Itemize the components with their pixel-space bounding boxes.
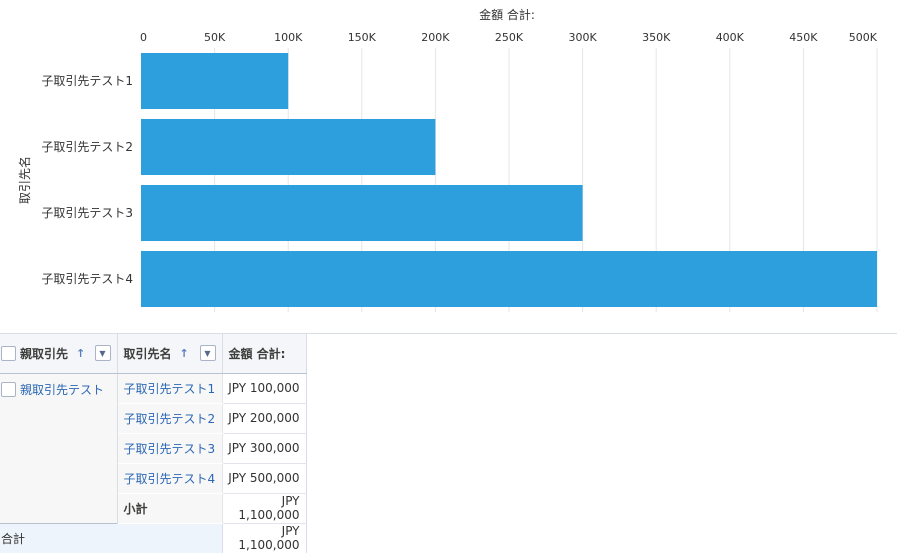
y-tick-label: 子取引先テスト1 bbox=[41, 74, 133, 88]
column-header-amount[interactable]: 金額 合計: bbox=[222, 334, 307, 374]
sort-ascending-icon[interactable]: ↑ bbox=[76, 346, 86, 360]
account-name-link[interactable]: 子取引先テスト3 bbox=[123, 441, 216, 456]
total-row: 合計 JPY 1,100,000 bbox=[0, 522, 307, 553]
column-header-amount-label: 金額 合計: bbox=[228, 346, 286, 361]
bar[interactable] bbox=[141, 119, 436, 175]
bar[interactable] bbox=[141, 251, 877, 307]
column-header-name-label: 取引先名 bbox=[123, 346, 172, 361]
chart-table-divider bbox=[0, 333, 897, 334]
x-tick-label: 250K bbox=[495, 31, 524, 44]
x-tick-label: 350K bbox=[642, 31, 671, 44]
x-tick-label: 200K bbox=[421, 31, 450, 44]
sort-ascending-icon[interactable]: ↑ bbox=[179, 346, 189, 360]
column-header-parent-label: 親取引先 bbox=[20, 346, 69, 361]
y-tick-label: 子取引先テスト3 bbox=[41, 206, 133, 220]
table-row: 子取引先テスト3 JPY 300,000 bbox=[0, 433, 307, 464]
account-name-link[interactable]: 子取引先テスト1 bbox=[123, 381, 216, 396]
amount-cell: JPY 200,000 bbox=[222, 403, 307, 434]
subtotal-amount-cell: JPY 1,100,000 bbox=[222, 493, 307, 524]
total-amount-cell: JPY 1,100,000 bbox=[221, 522, 307, 553]
x-tick-label: 0 bbox=[140, 31, 147, 44]
amount-cell: JPY 100,000 bbox=[222, 373, 307, 404]
x-axis-title: 金額 合計: bbox=[479, 7, 535, 22]
report-table: 親取引先 ↑ ▼ 取引先名 ↑ ▼ 金額 合計: bbox=[0, 334, 307, 553]
x-tick-label: 400K bbox=[716, 31, 745, 44]
x-tick-label: 100K bbox=[274, 31, 303, 44]
table-row: 親取引先テスト 子取引先テスト1 JPY 100,000 bbox=[0, 373, 307, 523]
account-name-cell: 子取引先テスト4 bbox=[117, 463, 223, 494]
account-name-cell: 子取引先テスト1 bbox=[117, 373, 223, 404]
total-label: 合計 bbox=[0, 522, 222, 553]
column-header-name[interactable]: 取引先名 ↑ ▼ bbox=[117, 334, 223, 374]
bar-chart-svg: 金額 合計: 0 50K 100K 150K 200K 250K 300K 350K 400K 45… bbox=[17, 7, 878, 312]
y-tick-label: 子取引先テスト2 bbox=[41, 140, 133, 154]
amount-cell: JPY 500,000 bbox=[222, 463, 307, 494]
row-checkbox[interactable] bbox=[1, 381, 16, 397]
header-checkbox[interactable] bbox=[1, 345, 16, 361]
y-axis-title: 取引先名 bbox=[17, 156, 32, 204]
account-name-link[interactable]: 子取引先テスト4 bbox=[123, 471, 216, 486]
x-tick-label: 50K bbox=[204, 31, 226, 44]
x-tick-label: 450K bbox=[789, 31, 818, 44]
subtotal-row: 小計 JPY 1,100,000 bbox=[0, 493, 307, 524]
x-tick-label: 150K bbox=[348, 31, 377, 44]
table-row: 子取引先テスト2 JPY 200,000 bbox=[0, 403, 307, 434]
x-tick-label: 300K bbox=[568, 31, 597, 44]
amount-cell: JPY 300,000 bbox=[222, 433, 307, 464]
table-header-row: 親取引先 ↑ ▼ 取引先名 ↑ ▼ 金額 合計: bbox=[0, 334, 307, 374]
y-tick-label: 子取引先テスト4 bbox=[41, 272, 133, 286]
bar[interactable] bbox=[141, 53, 289, 109]
account-name-cell: 子取引先テスト2 bbox=[117, 403, 223, 434]
column-menu-name-dropdown-icon[interactable]: ▼ bbox=[199, 345, 216, 362]
column-header-parent[interactable]: 親取引先 ↑ ▼ bbox=[0, 334, 118, 374]
table-row: 子取引先テスト4 JPY 500,000 bbox=[0, 463, 307, 494]
subtotal-label-cell: 小計 bbox=[117, 493, 223, 524]
column-menu-parent-dropdown-icon[interactable]: ▼ bbox=[94, 345, 111, 362]
parent-account-link[interactable]: 親取引先テスト bbox=[20, 382, 105, 397]
account-name-cell: 子取引先テスト3 bbox=[117, 433, 223, 464]
subtotal-label: 小計 bbox=[123, 501, 148, 516]
bar[interactable] bbox=[141, 185, 583, 241]
parent-group-cell: 親取引先テスト bbox=[0, 373, 118, 523]
bar-chart: 金額 合計: 0 50K 100K 150K 200K 250K 300K 350K 400K 45… bbox=[17, 7, 878, 312]
x-tick-label: 500K bbox=[849, 31, 878, 44]
account-name-link[interactable]: 子取引先テスト2 bbox=[123, 411, 216, 426]
